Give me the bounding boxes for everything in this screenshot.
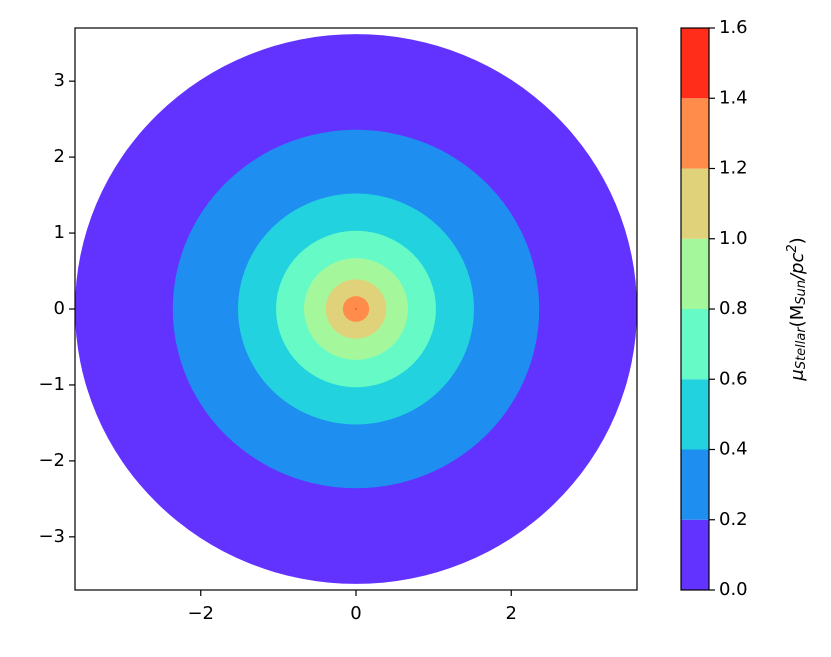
contour-band xyxy=(355,308,357,310)
y-tick-label: 0 xyxy=(54,298,65,319)
y-tick-label: −3 xyxy=(38,526,65,547)
colorbar-tick-label: 1.6 xyxy=(719,17,748,38)
colorbar-tick-label: 0.8 xyxy=(719,298,748,319)
label-part: Sun xyxy=(794,280,809,305)
colorbar-band xyxy=(681,519,709,590)
y-tick-label: 3 xyxy=(54,70,65,91)
colorbar-tick-label: 0.0 xyxy=(719,579,748,600)
colorbar-tick-label: 0.6 xyxy=(719,368,748,389)
label-part: ) xyxy=(787,237,808,244)
colorbar-band xyxy=(681,449,709,520)
y-tick-label: −1 xyxy=(38,374,65,395)
y-tick-label: 2 xyxy=(54,146,65,167)
label-part: 2 xyxy=(785,244,800,252)
colorbar-band xyxy=(681,309,709,380)
colorbar-tick-label: 0.4 xyxy=(719,439,748,460)
colorbar-tick-label: 0.2 xyxy=(719,509,748,530)
colorbar-band xyxy=(681,98,709,169)
colorbar-tick-label: 1.0 xyxy=(719,228,748,249)
x-tick-label: 2 xyxy=(506,603,517,624)
colorbar-band xyxy=(681,238,709,309)
colorbar-label: μStellar(MSun/pc2) xyxy=(785,237,809,381)
label-part: /pc xyxy=(787,253,808,282)
label-part: Stellar xyxy=(794,326,809,370)
y-tick-label: −2 xyxy=(38,450,65,471)
x-tick-label: −2 xyxy=(187,603,214,624)
label-part: μ xyxy=(787,369,808,381)
x-tick-label: 0 xyxy=(350,603,361,624)
colorbar-tick-label: 1.4 xyxy=(719,87,748,108)
colorbar-band xyxy=(681,379,709,450)
plot-area xyxy=(75,34,637,584)
colorbar-tick-label: 1.2 xyxy=(719,158,748,179)
label-part: (M xyxy=(787,305,808,328)
y-tick-label: 1 xyxy=(54,222,65,243)
colorbar-band xyxy=(681,168,709,239)
colorbar-band xyxy=(681,28,709,99)
colorbar: 0.0 0.2 0.4 0.6 0.8 1.0 1.2 1.4 1.6 xyxy=(680,17,748,600)
